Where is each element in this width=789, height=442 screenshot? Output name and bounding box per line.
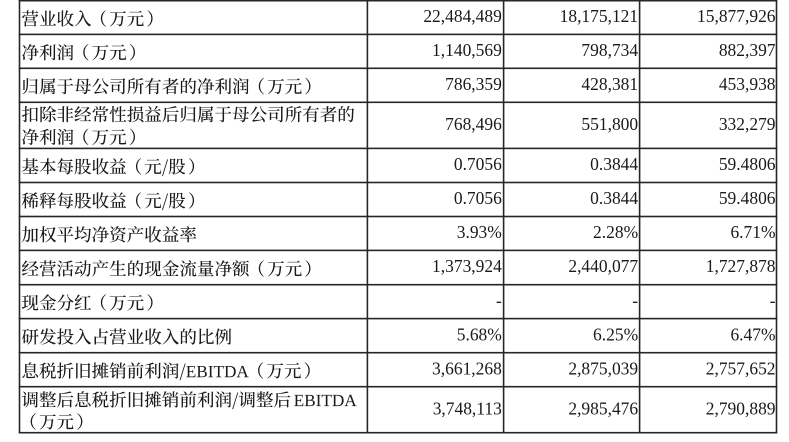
svg-text:2,440,077: 2,440,077 (568, 256, 638, 276)
svg-text:2,985,476: 2,985,476 (568, 398, 638, 418)
svg-text:1,373,924: 1,373,924 (432, 256, 502, 276)
svg-text:0.3844: 0.3844 (590, 188, 638, 208)
svg-text:1,140,569: 1,140,569 (432, 40, 502, 60)
svg-text:2,790,889: 2,790,889 (706, 398, 776, 418)
svg-text:428,381: 428,381 (581, 74, 638, 94)
svg-text:-: - (496, 290, 502, 310)
svg-text:2,757,652: 2,757,652 (706, 358, 776, 378)
svg-text:6.25%: 6.25% (593, 324, 638, 344)
svg-text:6.47%: 6.47% (730, 324, 775, 344)
svg-text:0.3844: 0.3844 (590, 154, 638, 174)
svg-text:0.7056: 0.7056 (454, 188, 502, 208)
svg-text:18,175,121: 18,175,121 (560, 6, 638, 26)
svg-text:59.4806: 59.4806 (719, 188, 776, 208)
svg-text:-: - (632, 290, 638, 310)
svg-text:5.68%: 5.68% (457, 324, 502, 344)
svg-text:3.93%: 3.93% (457, 222, 502, 242)
svg-text:453,938: 453,938 (719, 74, 776, 94)
svg-text:332,279: 332,279 (719, 114, 776, 134)
svg-text:-: - (770, 290, 776, 310)
svg-text:3,748,113: 3,748,113 (433, 398, 502, 418)
svg-text:2,875,039: 2,875,039 (568, 358, 638, 378)
svg-text:768,496: 768,496 (445, 114, 502, 134)
svg-text:798,734: 798,734 (581, 40, 638, 60)
svg-text:59.4806: 59.4806 (719, 154, 776, 174)
svg-text:2.28%: 2.28% (593, 222, 638, 242)
svg-text:551,800: 551,800 (581, 114, 638, 134)
svg-text:0.7056: 0.7056 (454, 154, 502, 174)
svg-text:1,727,878: 1,727,878 (706, 256, 776, 276)
svg-text:3,661,268: 3,661,268 (432, 358, 502, 378)
svg-text:22,484,489: 22,484,489 (423, 6, 501, 26)
svg-text:786,359: 786,359 (445, 74, 502, 94)
svg-text:6.71%: 6.71% (730, 222, 775, 242)
svg-text:15,877,926: 15,877,926 (697, 6, 776, 26)
svg-text:882,397: 882,397 (719, 40, 776, 60)
